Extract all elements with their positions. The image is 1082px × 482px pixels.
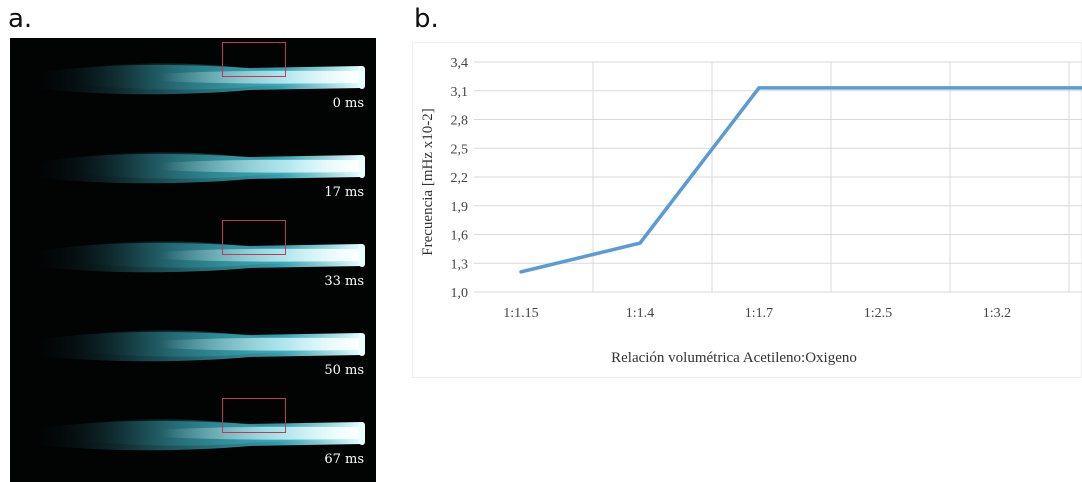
flame-jet bbox=[30, 152, 365, 184]
x-tick-label: 1:1.7 bbox=[745, 306, 773, 321]
highlight-box bbox=[222, 42, 286, 77]
frame-timestamp: 0 ms bbox=[332, 96, 364, 111]
flame-jet bbox=[30, 63, 365, 95]
y-tick-label: 2,2 bbox=[451, 171, 469, 186]
y-tick-label: 3,1 bbox=[451, 85, 469, 100]
x-tick-label: 1:2.5 bbox=[864, 306, 892, 321]
frame-timestamp: 33 ms bbox=[324, 274, 364, 289]
panel-b-label: b. bbox=[414, 4, 439, 34]
flame-jet bbox=[30, 330, 365, 362]
flame-image-panel: 0 ms 17 ms 33 ms 50 ms 67 ms bbox=[10, 38, 376, 482]
y-tick-label: 2,5 bbox=[451, 142, 469, 157]
flame-jet bbox=[30, 419, 365, 451]
frame-timestamp: 50 ms bbox=[324, 363, 364, 378]
flame-frame: 33 ms bbox=[10, 220, 376, 310]
flame-frame: 17 ms bbox=[10, 133, 376, 221]
x-tick-label: 1:1.15 bbox=[503, 306, 538, 321]
y-tick-label: 1,9 bbox=[451, 200, 469, 215]
y-axis-title: Frecuencia [mHz x10-2] bbox=[420, 108, 436, 255]
flame-frame: 50 ms bbox=[10, 311, 376, 399]
y-tick-label: 3,4 bbox=[451, 56, 469, 71]
y-tick-label: 1,6 bbox=[451, 229, 469, 244]
y-tick-label: 1,3 bbox=[451, 257, 469, 272]
x-axis-title: Relación volumétrica Acetileno:Oxigeno bbox=[611, 350, 857, 366]
flame-frame: 0 ms bbox=[10, 42, 376, 132]
panel-a-label: a. bbox=[8, 4, 33, 34]
series-line bbox=[519, 86, 1082, 274]
x-tick-label: 1:1.4 bbox=[626, 306, 654, 321]
frame-timestamp: 17 ms bbox=[324, 185, 364, 200]
chart-svg: 1,0 1,3 1,6 1,9 2,2 2,5 2,8 3,1 3,4 1:1.15 1:1.4 1:… bbox=[412, 42, 1082, 378]
flame-jet bbox=[30, 241, 365, 273]
frame-timestamp: 67 ms bbox=[324, 452, 364, 467]
highlight-box bbox=[222, 398, 286, 433]
highlight-box bbox=[222, 220, 286, 255]
x-tick-label: 1:3.2 bbox=[983, 306, 1011, 321]
frequency-chart: 1,0 1,3 1,6 1,9 2,2 2,5 2,8 3,1 3,4 1:1.15 1:1.4 1:… bbox=[412, 42, 1082, 378]
y-tick-label: 2,8 bbox=[451, 114, 469, 129]
chart-frame bbox=[412, 42, 1082, 378]
y-tick-label: 1,0 bbox=[451, 286, 469, 301]
flame-frame: 67 ms bbox=[10, 398, 376, 482]
